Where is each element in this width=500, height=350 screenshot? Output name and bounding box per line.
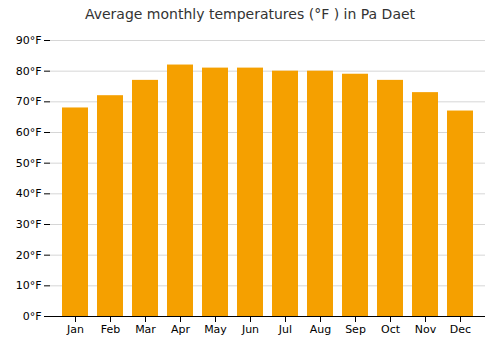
svg-text:Oct: Oct bbox=[381, 323, 401, 336]
svg-text:Nov: Nov bbox=[415, 323, 437, 336]
svg-text:Apr: Apr bbox=[171, 323, 191, 336]
svg-text:70°F: 70°F bbox=[16, 95, 42, 108]
html-text:Average monthly temperatures (: Average monthly temperatures (°F ) in Pa… bbox=[84, 6, 416, 22]
svg-text:Sep: Sep bbox=[345, 323, 366, 336]
svg-text:40°F: 40°F bbox=[16, 187, 42, 200]
svg-text:Feb: Feb bbox=[101, 323, 120, 336]
svg-text:60°F: 60°F bbox=[16, 126, 42, 139]
svg-text:May: May bbox=[204, 323, 227, 336]
svg-text:Dec: Dec bbox=[450, 323, 471, 336]
svg-text:Aug: Aug bbox=[310, 323, 331, 336]
svg-text:Jun: Jun bbox=[241, 323, 259, 336]
svg-text:0°F: 0°F bbox=[23, 310, 42, 323]
svg-text:50°F: 50°F bbox=[16, 157, 42, 170]
svg-text:Jul: Jul bbox=[278, 323, 292, 336]
svg-text:Jan: Jan bbox=[66, 323, 84, 336]
svg-text:80°F: 80°F bbox=[16, 65, 42, 78]
svg-text:20°F: 20°F bbox=[16, 249, 42, 262]
svg-text:10°F: 10°F bbox=[16, 279, 42, 292]
svg-text:30°F: 30°F bbox=[16, 218, 42, 231]
svg-text:90°F: 90°F bbox=[16, 34, 42, 47]
svg-text:Mar: Mar bbox=[135, 323, 156, 336]
